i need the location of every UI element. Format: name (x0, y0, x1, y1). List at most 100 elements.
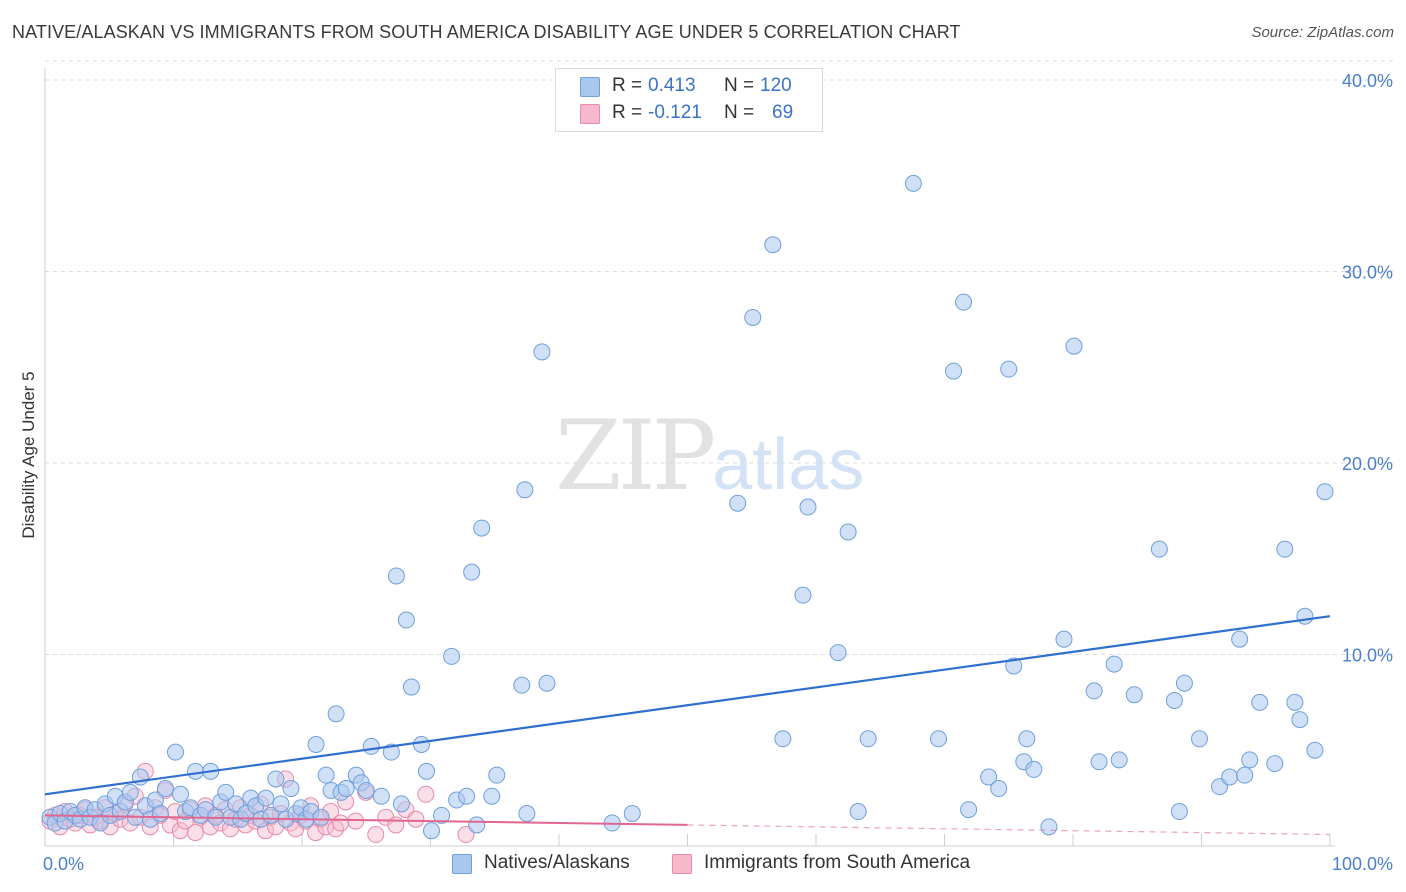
point-natives (473, 519, 491, 537)
legend-n-value: 69 (772, 102, 794, 123)
point-natives (337, 780, 355, 798)
point-natives (980, 768, 998, 786)
point-natives (433, 806, 451, 824)
point-natives (121, 783, 139, 801)
point-immigrants (367, 826, 385, 844)
point-natives (774, 730, 792, 748)
series-natives-points (41, 174, 1334, 840)
chart-title: NATIVE/ALASKAN VS IMMIGRANTS FROM SOUTH … (12, 22, 961, 42)
y-tick-label: 10.0% (1342, 646, 1393, 666)
trendline-natives (44, 615, 1331, 796)
bottom-legend-label-natives: Natives/Alaskans (484, 852, 630, 873)
point-natives (1040, 818, 1058, 836)
point-natives (1276, 540, 1294, 558)
point-natives (764, 236, 782, 254)
point-immigrants (387, 816, 405, 834)
correlation-legend: R = 0.413 N = 120 R = -0.121 N = 69 (555, 68, 823, 132)
point-natives (382, 743, 400, 761)
point-natives (1065, 337, 1083, 355)
point-natives (945, 362, 963, 380)
point-natives (423, 822, 441, 840)
x-tick-label-max: 100.0% (1332, 854, 1393, 874)
point-natives (1286, 693, 1304, 711)
point-immigrants (407, 810, 425, 828)
point-natives (1221, 768, 1239, 786)
point-natives (458, 787, 476, 805)
axes (44, 68, 1335, 847)
point-natives (533, 343, 551, 361)
point-natives (1251, 693, 1269, 711)
point-natives (516, 481, 534, 499)
point-natives (267, 770, 285, 788)
point-natives (317, 766, 335, 784)
point-natives (1090, 753, 1108, 771)
x-tick-label-min: 0.0% (43, 854, 84, 874)
source-label: Source: ZipAtlas.com (1251, 24, 1394, 41)
point-natives (412, 736, 430, 754)
point-natives (282, 780, 300, 798)
point-natives (1231, 630, 1249, 648)
point-natives (312, 808, 330, 826)
watermark-atlas: atlas (712, 425, 865, 505)
point-natives (1266, 755, 1284, 773)
point-natives (799, 498, 817, 516)
point-immigrants (417, 785, 435, 803)
point-natives (468, 816, 486, 834)
legend-n-label: N = (724, 102, 755, 123)
point-natives (1190, 730, 1208, 748)
y-tick-label: 40.0% (1342, 71, 1393, 91)
point-natives (829, 644, 847, 662)
point-natives (397, 611, 415, 629)
point-natives (729, 494, 747, 512)
point-natives (960, 801, 978, 819)
legend-swatch-immigrants (580, 104, 600, 124)
watermark: ZIPatlas (555, 400, 864, 512)
point-natives (362, 737, 380, 755)
point-immigrants (347, 812, 365, 830)
point-natives (1291, 711, 1309, 729)
point-natives (387, 567, 405, 585)
point-natives (1165, 691, 1183, 709)
trend-lines (44, 615, 1331, 836)
point-natives (839, 523, 857, 541)
legend-r-value: 0.413 (648, 75, 696, 96)
bottom-legend-swatch-natives (452, 854, 472, 874)
point-immigrants (171, 822, 189, 840)
point-natives (392, 795, 410, 813)
point-natives (794, 586, 812, 604)
bottom-legend-swatch-immigrants (672, 854, 692, 874)
point-natives (327, 705, 345, 723)
point-natives (151, 804, 169, 822)
point-immigrants (186, 824, 204, 842)
point-natives (488, 766, 506, 784)
point-natives (167, 743, 185, 761)
point-natives (1296, 607, 1314, 625)
axis-labels: 10.0% 20.0% 30.0% 40.0% 0.0% 100.0% Disability… (19, 71, 1393, 874)
point-natives (1236, 766, 1254, 784)
point-natives (1055, 630, 1073, 648)
point-natives (744, 308, 762, 326)
legend-r-label: R = (612, 102, 643, 123)
point-natives (513, 676, 531, 694)
watermark-zip: ZIP (555, 400, 716, 512)
point-natives (307, 736, 325, 754)
point-natives (1316, 483, 1334, 501)
point-natives (372, 787, 390, 805)
trendline-immigrants-extrapolated (687, 824, 1331, 836)
point-natives (623, 804, 641, 822)
point-immigrants (332, 814, 350, 832)
point-natives (1025, 760, 1043, 778)
trendline-immigrants (44, 814, 688, 826)
point-natives (1085, 682, 1103, 700)
point-natives (402, 678, 420, 696)
point-natives (1241, 751, 1259, 769)
point-natives (1018, 730, 1036, 748)
point-natives (483, 787, 501, 805)
point-natives (990, 780, 1008, 798)
point-natives (1150, 540, 1168, 558)
point-natives (156, 780, 174, 798)
y-tick-label: 20.0% (1342, 454, 1393, 474)
point-natives (357, 781, 375, 799)
gridlines (45, 60, 1395, 655)
